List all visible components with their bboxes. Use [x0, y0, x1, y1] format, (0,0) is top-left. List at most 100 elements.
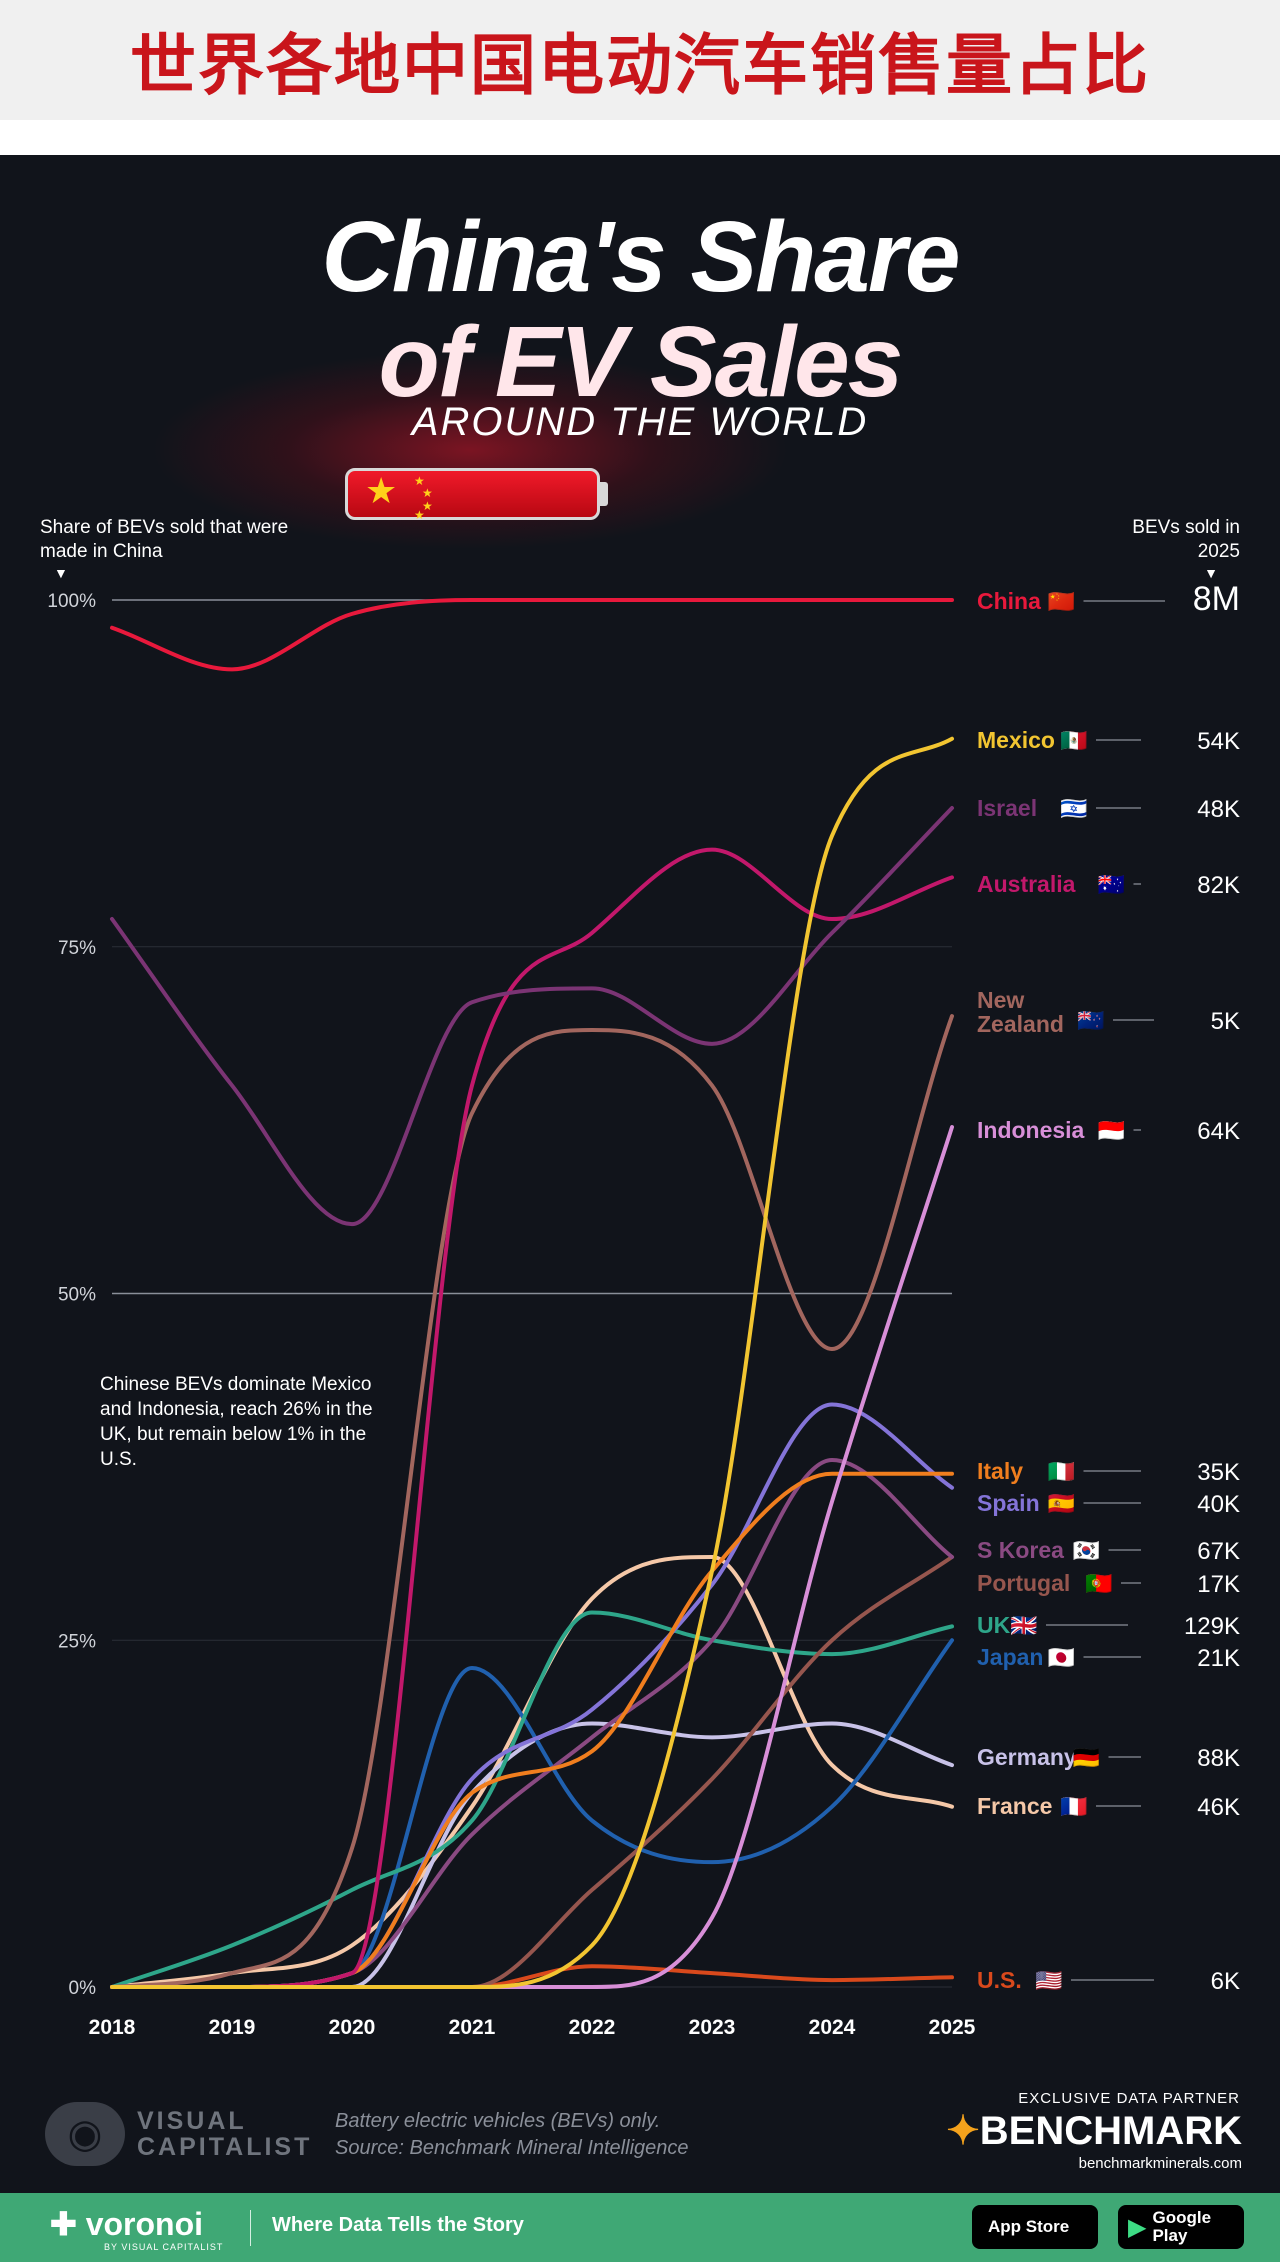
- y-axis-title-text: Share of BEVs sold that were made in Chi…: [40, 517, 289, 562]
- flag-star-icon: ★: [365, 471, 398, 512]
- flag-small-star-icon: ★: [414, 474, 425, 488]
- down-arrow-icon: ▼: [1204, 565, 1218, 581]
- x-tick-label: 2018: [89, 2016, 136, 2039]
- sold-2025-value-israel: 48K: [1197, 796, 1240, 823]
- series-line-australia: [110, 847, 954, 1989]
- voronoi-mark-icon: ✚: [50, 2206, 77, 2242]
- series-label-spain: Spain: [977, 1490, 1040, 1516]
- voronoi-brand: voronoi: [85, 2206, 204, 2242]
- sold-2025-value-italy: 35K: [1197, 1459, 1240, 1486]
- series-label-italy: Italy: [977, 1458, 1023, 1484]
- series-line-germany: [110, 1721, 954, 1989]
- battery-cap-icon: [600, 482, 608, 506]
- google-play-label: Google Play: [1152, 2208, 1212, 2245]
- flag-icon-australia: 🇦🇺: [1098, 872, 1125, 898]
- banner-title: 世界各地中国电动汽车销售量占比: [130, 27, 1150, 104]
- sold-2025-value-japan: 21K: [1197, 1645, 1240, 1672]
- y-tick-label: 100%: [47, 591, 96, 612]
- series-label-mexico: Mexico: [977, 727, 1055, 753]
- app-store-button[interactable]: App Store: [972, 2205, 1098, 2249]
- china-flag-battery-icon: [345, 468, 600, 520]
- y-axis-title: Share of BEVs sold that were made in Chi…: [40, 516, 290, 582]
- sold-2025-value-australia: 82K: [1197, 872, 1240, 899]
- down-arrow-icon: ▼: [54, 565, 68, 581]
- sold-2025-title: BEVs sold in 2025 ▼: [1100, 516, 1240, 582]
- flag-icon-italy: 🇮🇹: [1048, 1460, 1075, 1485]
- y-tick-label: 75%: [58, 938, 96, 959]
- flag-icon-u-s-: 🇺🇸: [1035, 1969, 1062, 1994]
- sold-2025-value-s-korea: 67K: [1197, 1538, 1240, 1565]
- x-tick-label: 2021: [449, 2016, 496, 2039]
- x-tick-label: 2023: [689, 2016, 736, 2039]
- series-label-germany: Germany: [977, 1744, 1077, 1770]
- app-store-label: App Store: [988, 2217, 1070, 2236]
- vc-brand-text: VISUAL CAPITALIST: [137, 2107, 313, 2161]
- flag-icon-portugal: 🇵🇹: [1085, 1572, 1112, 1597]
- series-label-u-s-: U.S.: [977, 1967, 1022, 1993]
- sold-2025-value-u-s-: 6K: [1211, 1968, 1240, 1995]
- series-line-israel: [110, 806, 954, 1227]
- visual-capitalist-logo: ◉ VISUAL CAPITALIST: [45, 2102, 313, 2166]
- series-label-japan: Japan: [977, 1644, 1043, 1670]
- y-tick-label: 25%: [58, 1631, 96, 1652]
- x-tick-label: 2019: [209, 2016, 256, 2039]
- series-label-australia: Australia: [977, 871, 1076, 897]
- series-label-france: France: [977, 1793, 1052, 1819]
- series-label-new-zealand: New Zealand: [977, 987, 1064, 1037]
- flag-icon-mexico: 🇲🇽: [1060, 729, 1087, 754]
- flag-icon-france: 🇫🇷: [1060, 1795, 1087, 1820]
- google-play-button[interactable]: ▶ Google Play: [1118, 2205, 1244, 2249]
- play-icon: ▶: [1128, 2213, 1147, 2241]
- x-tick-label: 2020: [329, 2016, 376, 2039]
- sold-2025-value-new-zealand: 5K: [1211, 1008, 1240, 1035]
- sold-2025-value-mexico: 54K: [1197, 728, 1240, 755]
- annotation: Chinese BEVs dominate Mexico and Indones…: [100, 1374, 373, 1470]
- x-tick-label: 2025: [929, 2016, 976, 2039]
- flag-icon-uk: 🇬🇧: [1010, 1614, 1037, 1639]
- partner-url[interactable]: benchmarkminerals.com: [1078, 2155, 1242, 2172]
- series-label-portugal: Portugal: [977, 1570, 1070, 1596]
- divider: [250, 2210, 251, 2246]
- sold-2025-value-china: 8M: [1193, 580, 1240, 618]
- flag-small-star-icon: ★: [422, 499, 433, 513]
- chart-subtitle: AROUND THE WORLD: [411, 400, 869, 444]
- sold-2025-value-france: 46K: [1197, 1794, 1240, 1821]
- voronoi-sub: BY VISUAL CAPITALIST: [104, 2242, 224, 2252]
- flag-icon-germany: 🇩🇪: [1073, 1746, 1100, 1771]
- banner: 世界各地中国电动汽车销售量占比: [0, 0, 1280, 120]
- sold-2025-title-text: BEVs sold in 2025: [1132, 517, 1240, 562]
- benchmark-mark-icon: ✦: [946, 2109, 980, 2153]
- flag-icon-s-korea: 🇰🇷: [1073, 1539, 1100, 1564]
- series-line-mexico: [110, 736, 954, 1989]
- sold-2025-value-indonesia: 64K: [1197, 1118, 1240, 1145]
- series-line-u-s-: [110, 1964, 954, 1989]
- series-line-new-zealand: [110, 1014, 954, 1989]
- series-label-israel: Israel: [977, 795, 1037, 821]
- partner-label: EXCLUSIVE DATA PARTNER: [1018, 2090, 1240, 2107]
- sold-2025-value-germany: 88K: [1197, 1745, 1240, 1772]
- benchmark-name: BENCHMARK: [979, 2109, 1242, 2153]
- source-note: Battery electric vehicles (BEVs) only. S…: [335, 2108, 689, 2162]
- x-tick-label: 2022: [569, 2016, 616, 2039]
- series-label-s-korea: S Korea: [977, 1537, 1064, 1563]
- flag-icon-indonesia: 🇮🇩: [1098, 1119, 1125, 1144]
- series-line-uk: [110, 1610, 954, 1989]
- y-tick-label: 50%: [58, 1285, 96, 1306]
- sold-2025-value-uk: 129K: [1184, 1613, 1240, 1640]
- voronoi-logo[interactable]: ✚ voronoi: [50, 2205, 203, 2243]
- source-line1: Battery electric vehicles (BEVs) only.: [335, 2110, 661, 2132]
- series-line-china: [110, 597, 954, 672]
- series-label-indonesia: Indonesia: [977, 1117, 1085, 1143]
- benchmark-logo: ✦BENCHMARK: [946, 2108, 1242, 2154]
- flag-small-star-icon: ★: [422, 486, 433, 500]
- tagline: Where Data Tells the Story: [272, 2214, 524, 2236]
- flag-icon-japan: 🇯🇵: [1048, 1646, 1075, 1671]
- series-label-uk: UK: [977, 1612, 1011, 1638]
- series-line-indonesia: [110, 1125, 954, 1989]
- source-line2: Source: Benchmark Mineral Intelligence: [335, 2137, 689, 2159]
- chart-title-line1: China's Share: [321, 201, 961, 313]
- sold-2025-value-portugal: 17K: [1197, 1571, 1240, 1598]
- flag-small-star-icon: ★: [414, 508, 425, 522]
- series-label-china: China: [977, 588, 1041, 614]
